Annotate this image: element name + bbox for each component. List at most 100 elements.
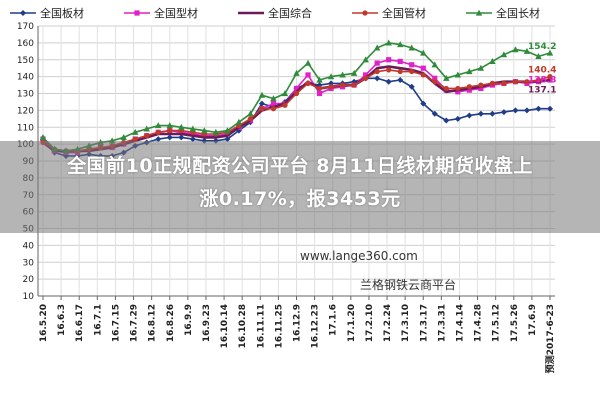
x-tick-label: 17.1.20 [347, 304, 357, 342]
series-point [477, 110, 484, 117]
series-point [270, 95, 277, 102]
series-point [454, 115, 461, 122]
series-point [155, 122, 162, 129]
series-point [489, 80, 495, 86]
x-tick-label: 16.5.20 [39, 304, 49, 342]
axes: 1020304050607080901001101201301401501601… [17, 22, 556, 373]
series-point [374, 68, 380, 75]
series-point [247, 110, 254, 117]
series-point [155, 129, 161, 135]
series-point [420, 65, 426, 71]
series-point [512, 46, 519, 53]
series-point [478, 85, 484, 92]
series-point [466, 68, 473, 75]
series-point [466, 112, 473, 119]
series-point [259, 106, 265, 112]
x-tick-label: 16.9.9 [184, 304, 194, 336]
series-point [512, 107, 519, 114]
series-point [374, 60, 380, 66]
series-point [328, 84, 334, 90]
series-point [431, 110, 438, 117]
series-point [373, 44, 381, 51]
series-point [305, 80, 311, 86]
series-point [385, 78, 392, 85]
series-point [397, 41, 404, 48]
headline-text: 全国前10正规配资公司平台 8月11日线材期货收盘上 涨0.17%，报3453元 [0, 150, 600, 216]
x-tick-label: 16.7.15 [111, 304, 121, 342]
series-point [270, 106, 277, 112]
series-point [523, 47, 531, 54]
legend-label: 全国型材 [154, 6, 198, 20]
x-tick-label: 16.9.23 [202, 304, 212, 342]
series-point [189, 125, 196, 132]
series-point [247, 116, 254, 122]
legend-item: 全国板材 [10, 6, 84, 20]
series-point [327, 73, 335, 80]
x-tick-label: 16.11.25 [274, 304, 284, 348]
series-point [489, 110, 496, 117]
legend-label: 全国板材 [40, 6, 84, 20]
x-tick-label: 17.4.14 [455, 304, 465, 342]
x-tick-label: 17.3.10 [401, 304, 411, 342]
x-tick-label: 预测2017-6-23 [544, 304, 556, 373]
headline-line-1: 全国前10正规配资公司平台 8月11日线材期货收盘上 [67, 155, 533, 177]
series-point [466, 87, 472, 93]
legend-item: 全国管材 [352, 6, 426, 20]
x-tick-label: 16.8.26 [166, 304, 176, 342]
x-tick-label: 16.11.11 [256, 304, 266, 348]
series-point [293, 90, 300, 97]
legend-item: 全国综合 [238, 6, 312, 20]
y-tick-label: 160 [17, 39, 34, 49]
series-5 [39, 39, 554, 154]
series-point [270, 101, 277, 107]
x-tick-label: 17.1.6 [329, 304, 339, 336]
x-tick-label: 16.6.17 [75, 304, 85, 342]
series-point [120, 133, 127, 140]
x-tick-label: 17.4.28 [474, 304, 484, 342]
y-tick-label: 140 [17, 73, 34, 83]
series-point [535, 52, 542, 59]
series-point [316, 90, 323, 97]
series-point [477, 64, 485, 71]
series-point [235, 118, 243, 125]
value-label: 138.3 [528, 76, 556, 86]
legend-label: 全国长材 [496, 6, 540, 20]
series-point [431, 61, 438, 68]
series-point [316, 85, 323, 92]
headline-overlay [0, 141, 600, 233]
series-point [408, 83, 415, 90]
series-point [155, 136, 162, 143]
x-tick-label: 16.12.9 [293, 304, 303, 342]
legend-label: 全国管材 [382, 6, 426, 20]
legend-item: 全国长材 [466, 6, 540, 20]
x-tick-label: 16.7.1 [93, 304, 103, 336]
series-point [293, 85, 300, 92]
series-point [386, 57, 392, 63]
headline-line-2: 涨0.17%，报3453元 [199, 188, 401, 210]
y-tick-label: 130 [17, 90, 34, 100]
series-point [547, 105, 553, 112]
y-tick-label: 110 [17, 123, 34, 133]
series-point [489, 58, 496, 65]
series-point [39, 133, 47, 140]
x-tick-label: 17.3.31 [437, 304, 447, 342]
series-point [201, 127, 208, 134]
series-point [443, 117, 450, 124]
series-point [362, 10, 368, 16]
series-point [547, 74, 553, 80]
series-point [281, 90, 289, 97]
series-point [500, 51, 508, 58]
series-point [339, 82, 346, 88]
series-point [475, 9, 483, 16]
series-point [397, 68, 403, 75]
series-point [443, 74, 450, 81]
value-label: 137.1 [528, 86, 556, 96]
series-point [166, 134, 173, 141]
x-tick-label: 17.2.24 [383, 304, 393, 342]
series-point [339, 71, 346, 78]
legend-item: 全国型材 [124, 6, 198, 20]
series-point [501, 80, 507, 86]
series-point [535, 77, 542, 83]
series-point [363, 75, 369, 81]
